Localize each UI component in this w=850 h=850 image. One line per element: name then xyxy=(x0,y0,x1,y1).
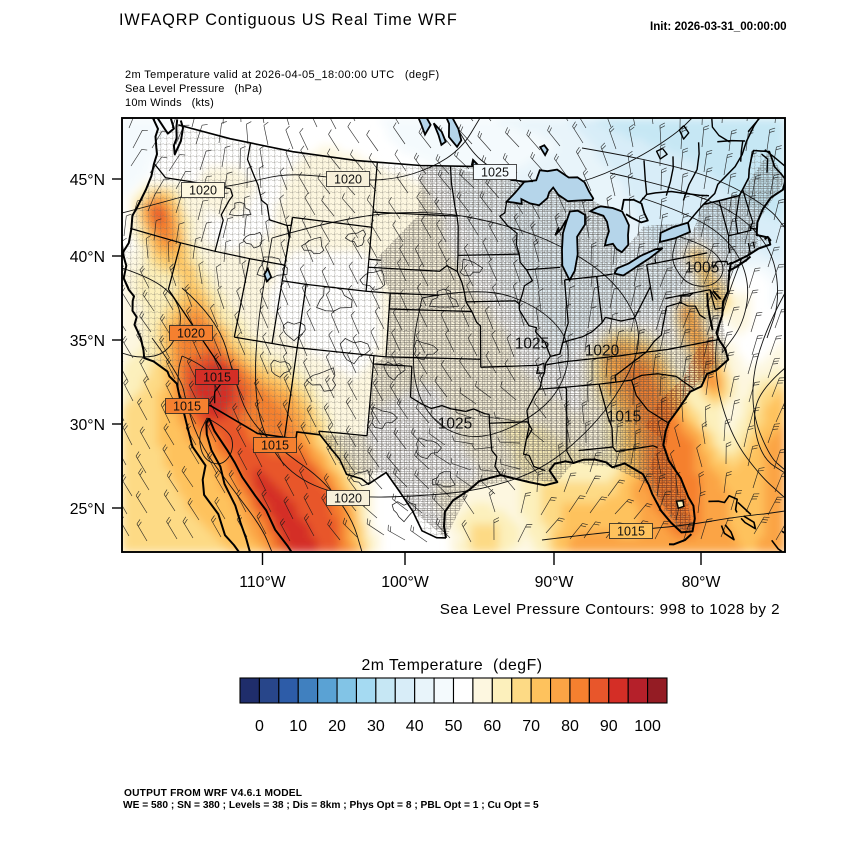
svg-text:Sea Level Pressure Contours: 9: Sea Level Pressure Contours: 998 to 1028… xyxy=(440,601,780,618)
svg-text:100: 100 xyxy=(634,718,661,735)
svg-text:25°N: 25°N xyxy=(70,501,105,518)
svg-text:1025: 1025 xyxy=(438,416,472,433)
svg-text:60: 60 xyxy=(483,718,501,735)
svg-text:30°N: 30°N xyxy=(70,417,105,434)
svg-text:45°N: 45°N xyxy=(70,172,105,189)
svg-text:1020: 1020 xyxy=(177,327,205,341)
svg-text:10m Winds (kts): 10m Winds (kts) xyxy=(125,97,214,109)
svg-text:1015: 1015 xyxy=(617,525,645,539)
svg-text:Sea Level Pressure (hPa): Sea Level Pressure (hPa) xyxy=(125,83,262,95)
svg-text:30: 30 xyxy=(367,718,385,735)
svg-text:40: 40 xyxy=(406,718,424,735)
svg-text:1025: 1025 xyxy=(515,336,549,353)
svg-text:70: 70 xyxy=(522,718,540,735)
svg-text:80: 80 xyxy=(561,718,579,735)
svg-text:35°N: 35°N xyxy=(70,333,105,350)
svg-text:WE = 580 ; SN = 380 ; Levels =: WE = 580 ; SN = 380 ; Levels = 38 ; Dis … xyxy=(123,800,539,811)
svg-text:80°W: 80°W xyxy=(682,574,721,591)
svg-text:1015: 1015 xyxy=(261,439,289,453)
svg-text:100°W: 100°W xyxy=(381,574,429,591)
svg-text:1005: 1005 xyxy=(685,260,719,277)
svg-text:1015: 1015 xyxy=(203,371,231,385)
svg-text:2m Temperature valid at 2026-0: 2m Temperature valid at 2026-04-05_18:00… xyxy=(125,69,440,81)
svg-text:IWFAQRP Contiguous US Real Tim: IWFAQRP Contiguous US Real Time WRF xyxy=(119,11,458,29)
svg-text:OUTPUT FROM WRF V4.6.1 MODEL: OUTPUT FROM WRF V4.6.1 MODEL xyxy=(124,788,302,799)
svg-text:90: 90 xyxy=(600,718,618,735)
svg-text:1020: 1020 xyxy=(585,343,620,360)
svg-text:1020: 1020 xyxy=(334,173,362,187)
svg-text:110°W: 110°W xyxy=(239,574,286,591)
svg-text:Init: 2026-03-31_00:00:00: Init: 2026-03-31_00:00:00 xyxy=(650,20,787,33)
svg-text:1020: 1020 xyxy=(189,184,217,198)
svg-text:40°N: 40°N xyxy=(70,249,105,266)
svg-text:1015: 1015 xyxy=(173,400,201,414)
svg-text:2m Temperature (degF): 2m Temperature (degF) xyxy=(361,657,542,674)
svg-text:20: 20 xyxy=(328,718,346,735)
svg-text:1025: 1025 xyxy=(481,166,509,180)
svg-text:10: 10 xyxy=(289,718,307,735)
svg-text:50: 50 xyxy=(445,718,463,735)
svg-text:0: 0 xyxy=(255,718,264,735)
svg-text:1020: 1020 xyxy=(334,492,362,506)
svg-text:1015: 1015 xyxy=(607,409,641,426)
svg-text:90°W: 90°W xyxy=(535,574,574,591)
